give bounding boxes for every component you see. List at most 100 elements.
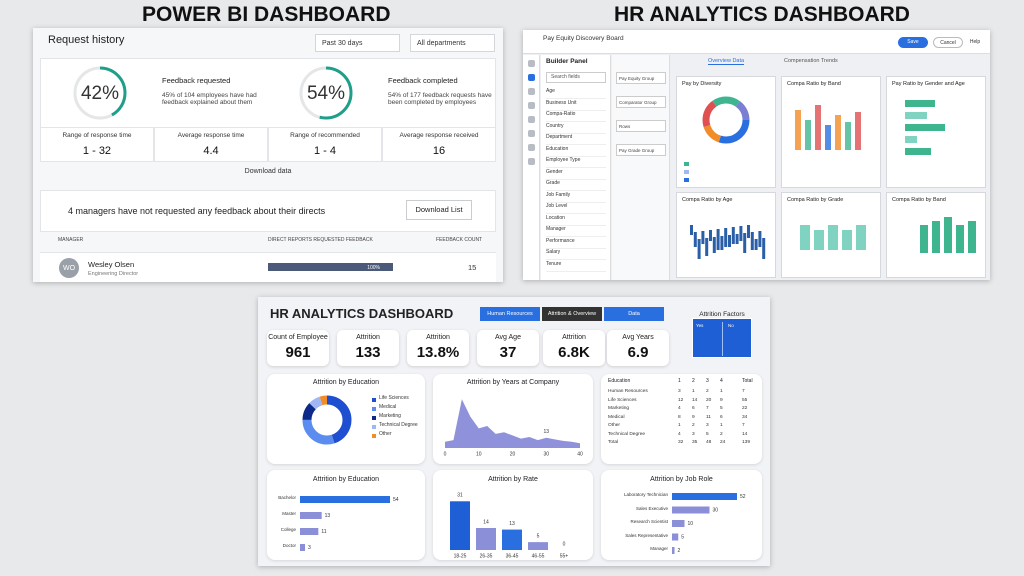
matrix-header: Total	[742, 378, 753, 384]
legend-label: Life Sciences	[379, 395, 409, 401]
field-item[interactable]: Manager	[546, 226, 606, 237]
legend-label: Medical	[379, 404, 397, 410]
matrix-header: Education	[608, 378, 631, 384]
format-item[interactable]: Pay Grade Group	[616, 144, 666, 156]
matrix-cell: Medical	[608, 414, 625, 420]
matrix-cell: 14	[742, 431, 748, 437]
matrix-cell: 7	[742, 389, 745, 394]
button[interactable]: Download List	[406, 200, 472, 220]
field-item[interactable]: Job Level	[546, 203, 606, 214]
action-button[interactable]: Help	[968, 37, 982, 48]
kpi-value: 6.8K	[558, 344, 590, 361]
chart-title: Compa Ratio by Age	[682, 197, 733, 203]
field-item[interactable]: Salary	[546, 249, 606, 260]
card	[267, 374, 425, 464]
stat-label: Range of recommended	[290, 132, 360, 139]
icon[interactable]	[528, 74, 535, 81]
download-link[interactable]: Download data	[244, 168, 292, 175]
stat-value: 1 - 4	[313, 145, 336, 157]
field-item[interactable]: Grade	[546, 180, 606, 191]
icon[interactable]	[528, 116, 535, 123]
dropdown[interactable]: Past 30 days	[315, 34, 400, 52]
tab[interactable]: Data	[604, 307, 664, 321]
tab[interactable]: Overview Data	[708, 58, 745, 66]
field-item[interactable]: Job Family	[546, 192, 606, 203]
field-item[interactable]: Compa-Ratio	[546, 111, 606, 122]
icon[interactable]	[528, 60, 535, 67]
format-panel	[612, 55, 670, 280]
tab[interactable]: Attrition & Overview	[542, 307, 602, 321]
chart-title: Attrition by Job Role	[650, 476, 713, 483]
card	[676, 76, 776, 188]
card	[886, 76, 986, 188]
category-label: Manager	[650, 546, 668, 551]
stat-value: 1 - 32	[82, 145, 112, 157]
chart-title: Compa Ratio by Band	[892, 197, 946, 203]
matrix-cell: 14	[692, 397, 698, 403]
icon[interactable]	[528, 88, 535, 95]
action-button[interactable]: Save	[898, 37, 928, 48]
chart-title: Attrition by Years at Company	[466, 379, 560, 386]
matrix-cell: 48	[706, 440, 712, 445]
kpi-value: 133	[355, 344, 381, 361]
matrix-cell: 35	[692, 440, 698, 445]
slicer-item[interactable]: No	[728, 323, 734, 328]
card	[781, 76, 881, 188]
icon[interactable]	[528, 158, 535, 165]
field-item[interactable]: Country	[546, 123, 606, 134]
field-item[interactable]: Tenure	[546, 261, 606, 272]
field-item[interactable]: Gender	[546, 169, 606, 180]
stat-label: Average response received	[399, 132, 479, 139]
search-box[interactable]: Search fields	[546, 72, 606, 83]
format-item[interactable]: Rows	[616, 120, 666, 132]
icon[interactable]	[528, 144, 535, 151]
matrix-cell: 2	[692, 423, 695, 428]
icon[interactable]	[528, 130, 535, 137]
kpi-label: Avg Age	[495, 334, 521, 341]
chart-title: Pay by Diversity	[682, 81, 722, 87]
tab[interactable]: Compensation Trends	[784, 58, 838, 64]
legend-label: Other	[379, 431, 392, 437]
chart-title: Pay Ratio by Gender and Age	[892, 81, 965, 87]
category-label: Laboratory Technician	[624, 492, 668, 497]
format-item[interactable]: Pay Equity Group	[616, 72, 666, 84]
category-label: Sales Executive	[635, 505, 668, 511]
dashboard-title: HR ANALYTICS DASHBOARD	[270, 306, 454, 321]
category-label: Sales Representative	[625, 532, 668, 538]
kpi-value: 6.9	[627, 344, 649, 361]
format-item[interactable]: Comparator Group	[616, 96, 666, 108]
field-item[interactable]: Age	[546, 88, 606, 99]
heading: POWER BI DASHBOARD	[142, 3, 391, 26]
field-item[interactable]: Education	[546, 146, 606, 157]
field-item[interactable]: Employee Type	[546, 157, 606, 168]
tab[interactable]: Human Resources	[480, 307, 540, 321]
matrix-cell: 2	[706, 389, 709, 394]
matrix-cell: 34	[742, 414, 748, 420]
slicer-item[interactable]: Yes	[696, 323, 704, 328]
app-title: Pay Equity Discovery Board	[543, 35, 624, 42]
matrix-cell: Marketing	[608, 406, 630, 411]
matrix-cell: 6	[720, 414, 723, 420]
card	[407, 330, 469, 366]
builder-title: Builder Panel	[546, 58, 588, 65]
matrix-cell: 12	[678, 397, 684, 403]
category-label: College	[280, 527, 296, 532]
matrix-cell: 7	[742, 423, 745, 428]
field-item[interactable]: Performance	[546, 238, 606, 249]
card-label: Feedback completed	[388, 76, 458, 85]
field-item[interactable]: Department	[546, 134, 606, 145]
action-button[interactable]: Cancel	[933, 37, 963, 48]
matrix-cell: 22	[742, 406, 748, 411]
icon[interactable]	[528, 102, 535, 109]
kpi-label: Attrition	[356, 334, 380, 341]
matrix-cell: 1	[692, 389, 695, 394]
card	[337, 330, 399, 366]
kpi-label: Attrition	[562, 334, 586, 341]
slicer-title: Attrition Factors	[699, 311, 745, 318]
field-item[interactable]: Business Unit	[546, 100, 606, 111]
card-text: 54% of 177 feedback requests have been c…	[388, 92, 492, 107]
dropdown[interactable]: All departments	[410, 34, 495, 52]
field-item[interactable]: Location	[546, 215, 606, 226]
matrix-cell: 2	[720, 431, 723, 437]
